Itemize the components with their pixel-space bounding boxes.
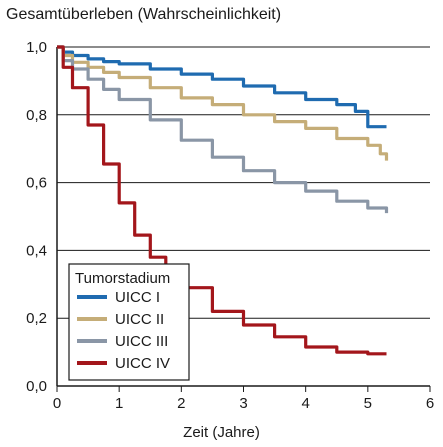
legend-entry: UICC IV — [115, 355, 170, 372]
legend-title: Tumorstadium — [75, 270, 170, 287]
x-tick-label: 4 — [301, 395, 309, 412]
legend-entry: UICC II — [115, 311, 164, 328]
y-tick-label: 0,6 — [26, 175, 47, 192]
axis-layer: 0,0 0,2 0,4 0,6 0,8 1,0 0 1 2 3 4 5 6 — [26, 39, 434, 412]
legend: Tumorstadium UICC I UICC II UICC III UICC IV — [68, 263, 190, 381]
series-line — [57, 45, 387, 129]
x-tick-label: 0 — [53, 395, 61, 412]
legend-box — [68, 263, 190, 381]
chart-title: Gesamtüberleben (Wahrscheinlichkeit) — [6, 6, 282, 23]
x-tick-label: 5 — [364, 395, 372, 412]
x-tick-label: 1 — [115, 395, 123, 412]
y-tick-label: 0,8 — [26, 107, 47, 124]
x-tick-label: 3 — [239, 395, 247, 412]
x-axis-label: Zeit (Jahre) — [183, 424, 260, 441]
y-tick-label: 0,2 — [26, 310, 47, 327]
y-tick-label: 1,0 — [26, 39, 47, 56]
legend-entry: UICC I — [115, 289, 160, 306]
legend-entry: UICC III — [115, 333, 168, 350]
x-tick-label: 2 — [177, 395, 185, 412]
x-tick-label: 6 — [426, 395, 434, 412]
series-line — [57, 45, 389, 161]
y-tick-label: 0,0 — [26, 378, 47, 395]
y-tick-label: 0,4 — [26, 242, 47, 259]
series-line — [57, 45, 389, 214]
